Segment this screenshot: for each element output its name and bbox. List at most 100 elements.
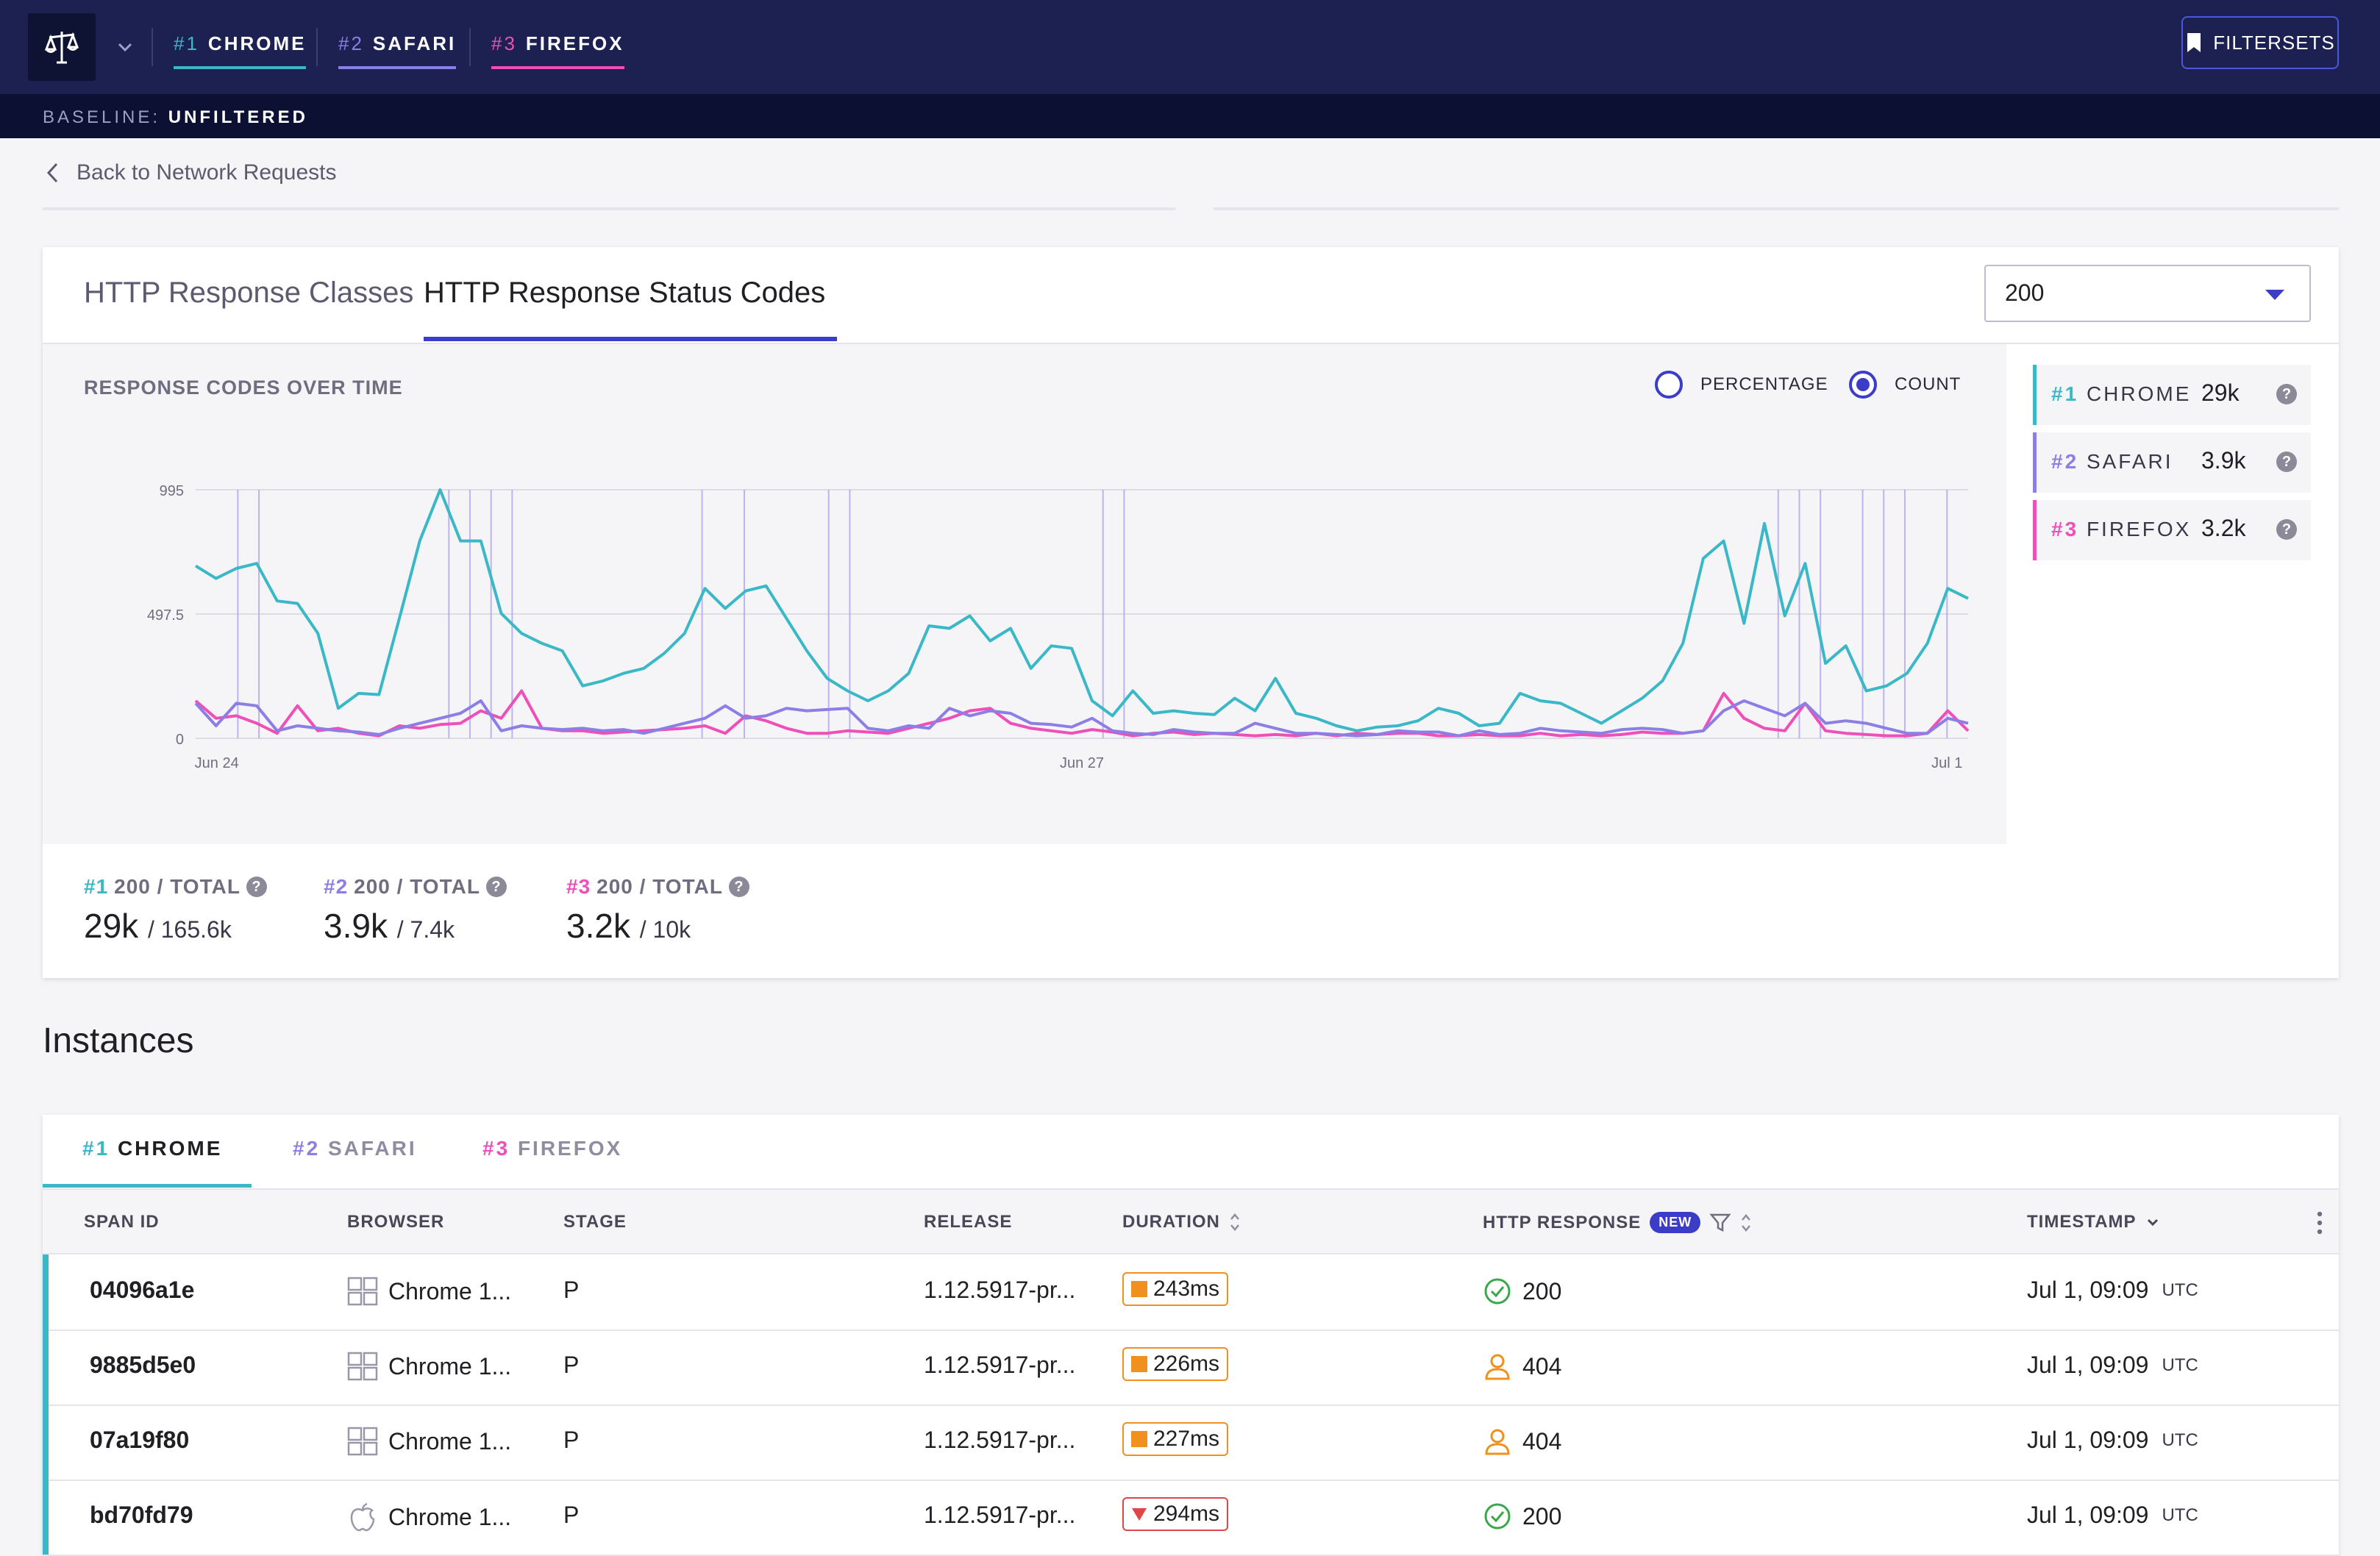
cell-http-response: 200 (1483, 1277, 1561, 1306)
cell-duration: 294ms (1122, 1497, 1229, 1531)
top-tab-chrome-num: #1 (174, 32, 199, 54)
back-link-label: Back to Network Requests (76, 160, 337, 185)
baseline-indicator[interactable]: BASELINE: UNFILTERED (43, 107, 308, 128)
divider (43, 207, 1175, 210)
scales-icon (44, 32, 79, 64)
chart-title: RESPONSE CODES OVER TIME (84, 376, 403, 399)
legend-safari-num: #2 (2051, 450, 2079, 473)
check-circle-icon (1484, 1503, 1511, 1530)
baseline-label: BASELINE: (43, 107, 161, 127)
cell-span-id[interactable]: 04096a1e (90, 1277, 195, 1303)
help-icon[interactable]: ? (485, 877, 507, 897)
sort-icon[interactable] (1229, 1212, 1241, 1232)
duration-value: 226ms (1153, 1352, 1220, 1376)
top-tab-safari[interactable]: #2 SAFARI (338, 32, 457, 69)
filtersets-button[interactable]: FILTERSETS (2181, 16, 2339, 69)
cell-duration: 243ms (1122, 1272, 1229, 1306)
cell-span-id[interactable]: 07a19f80 (90, 1427, 190, 1453)
radio-checked-icon (1849, 371, 1877, 399)
instances-tab-safari-num: #2 (293, 1137, 321, 1160)
stat-firefox-value-row: 3.2k / 10k (566, 906, 749, 946)
top-tab-chrome[interactable]: #1 CHROME (174, 32, 307, 69)
help-icon[interactable]: ? (246, 877, 267, 897)
table-row[interactable]: 04096a1e Chrome 1... P 1.12.5917-pr... 243ms… (43, 1255, 2339, 1331)
timezone: UTC (2162, 1280, 2198, 1300)
cell-browser-label: Chrome 1... (388, 1277, 512, 1305)
line-chart[interactable]: 0 497.5 995 Jun 24 Jun 27 Jul 1 (43, 344, 2006, 844)
cell-browser: Chrome 1... (347, 1352, 511, 1381)
radio-count[interactable]: COUNT (1849, 371, 1961, 399)
legend-chrome-num: #1 (2051, 382, 2079, 405)
status-code-select[interactable]: 200 (1984, 265, 2311, 322)
http-status-value: 404 (1522, 1427, 1562, 1455)
timezone: UTC (2162, 1355, 2198, 1375)
instances-tab-safari[interactable]: #2 SAFARI (293, 1137, 417, 1160)
duration-badge: 226ms (1122, 1347, 1229, 1381)
help-icon[interactable]: ? (2276, 519, 2297, 540)
cell-browser-label: Chrome 1... (388, 1352, 512, 1380)
legend-safari-label: #2 SAFARI (2051, 450, 2173, 474)
square-icon (1131, 1431, 1147, 1447)
tab-http-response-status-codes[interactable]: HTTP Response Status Codes (424, 276, 826, 309)
col-http-response-label: HTTP RESPONSE (1483, 1212, 1642, 1232)
timestamp-value: Jul 1, 09:09 (2027, 1427, 2149, 1453)
filter-icon[interactable] (1709, 1213, 1731, 1233)
stat-safari-value: 3.9k (324, 907, 388, 945)
cell-release: 1.12.5917-pr... (924, 1502, 1076, 1528)
help-icon[interactable]: ? (2276, 384, 2297, 404)
cell-span-id[interactable]: bd70fd79 (90, 1502, 193, 1528)
help-icon[interactable]: ? (728, 877, 749, 897)
top-bar: #1 CHROME #2 SAFARI #3 FIREFOX FILTERSETS (0, 0, 2380, 94)
app-logo[interactable] (28, 13, 96, 81)
instances-tab-chrome[interactable]: #1 CHROME (82, 1137, 222, 1160)
table-row[interactable]: bd70fd79 Chrome 1... P 1.12.5917-pr... 294ms… (43, 1480, 2339, 1556)
legend-chrome[interactable]: #1 CHROME 29k ? (2033, 365, 2311, 425)
check-circle-icon (1484, 1278, 1511, 1305)
stat-safari-label: 200 / TOTAL (354, 875, 480, 898)
kebab-menu-icon[interactable] (2317, 1210, 2323, 1235)
legend-chrome-name: CHROME (2086, 382, 2192, 405)
sort-icon[interactable] (1740, 1213, 1752, 1233)
stat-safari-value-row: 3.9k / 7.4k (324, 906, 507, 946)
cell-release: 1.12.5917-pr... (924, 1352, 1076, 1378)
instances-tab-chrome-label: CHROME (117, 1137, 223, 1160)
table-row[interactable]: 07a19f80 Chrome 1... P 1.12.5917-pr... 227ms… (43, 1405, 2339, 1481)
legend-chrome-count: 29k (2201, 379, 2240, 406)
cell-browser: Chrome 1... (347, 1502, 511, 1532)
instances-tab-chrome-num: #1 (82, 1137, 110, 1160)
col-duration[interactable]: DURATION (1122, 1212, 1241, 1232)
help-icon[interactable]: ? (2276, 452, 2297, 472)
series-line-safari (194, 699, 1969, 738)
baseline-bar: BASELINE: UNFILTERED (0, 94, 2380, 138)
timestamp-value: Jul 1, 09:09 (2027, 1352, 2149, 1378)
timezone: UTC (2162, 1505, 2198, 1525)
stat-firefox-total: / 10k (639, 916, 691, 943)
col-http-response[interactable]: HTTP RESPONSE NEW (1483, 1212, 1752, 1233)
instances-tab-firefox[interactable]: #3 FIREFOX (482, 1137, 622, 1160)
cell-span-id[interactable]: 9885d5e0 (90, 1352, 196, 1378)
stat-chrome-label: 200 / TOTAL (114, 875, 241, 898)
card-tabs: HTTP Response Classes HTTP Response Stat… (43, 247, 2339, 344)
row-indicator (43, 1330, 49, 1405)
legend-firefox-label: #3 FIREFOX (2051, 518, 2191, 541)
back-link[interactable]: Back to Network Requests (46, 160, 336, 185)
table-row[interactable]: 9885d5e0 Chrome 1... P 1.12.5917-pr... 226ms… (43, 1330, 2339, 1406)
instances-card: #1 CHROME #2 SAFARI #3 FIREFOX SPAN ID B… (43, 1115, 2339, 1556)
cell-http-response: 404 (1483, 1352, 1561, 1381)
col-duration-label: DURATION (1122, 1212, 1220, 1232)
cell-stage: P (563, 1277, 580, 1303)
instances-tab-firefox-num: #3 (482, 1137, 510, 1160)
http-status-value: 404 (1522, 1352, 1562, 1380)
radio-percentage[interactable]: PERCENTAGE (1655, 371, 1828, 399)
top-tab-firefox-label: FIREFOX (525, 32, 624, 54)
cell-timestamp: Jul 1, 09:09 UTC (2027, 1427, 2198, 1454)
chevron-down-icon[interactable] (110, 32, 140, 62)
top-tab-firefox[interactable]: #3 FIREFOX (491, 32, 624, 69)
tab-http-response-classes[interactable]: HTTP Response Classes (84, 276, 414, 309)
legend-safari[interactable]: #2 SAFARI 3.9k ? (2033, 432, 2311, 493)
active-tab-indicator (424, 337, 837, 341)
radio-percentage-label: PERCENTAGE (1700, 374, 1828, 394)
col-timestamp[interactable]: TIMESTAMP (2027, 1212, 2160, 1232)
chevron-down-icon (2147, 1218, 2158, 1227)
legend-firefox[interactable]: #3 FIREFOX 3.2k ? (2033, 500, 2311, 560)
